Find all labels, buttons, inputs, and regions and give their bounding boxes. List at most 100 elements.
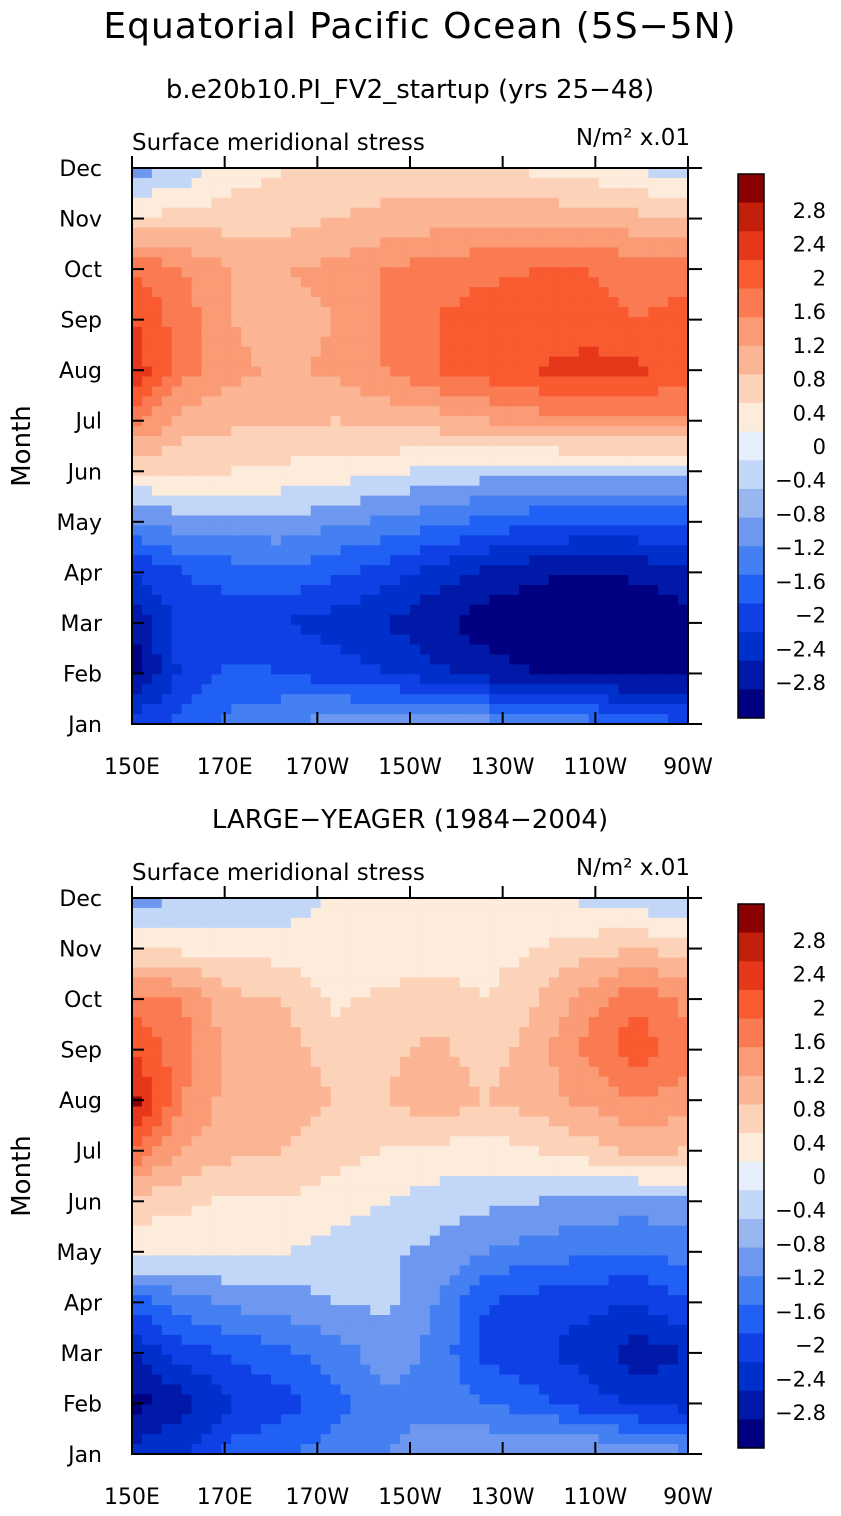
heatmap-cell (192, 367, 203, 378)
heatmap-cell (132, 595, 143, 606)
heatmap-cell (301, 525, 312, 536)
heatmap-cell (301, 337, 312, 348)
heatmap-cell (172, 466, 183, 477)
heatmap-cell (321, 1116, 332, 1127)
heatmap-cell (499, 615, 510, 626)
heatmap-cell (579, 406, 590, 417)
heatmap-cell (311, 585, 322, 596)
heatmap-cell (291, 476, 302, 487)
heatmap-cell (648, 198, 659, 209)
heatmap-cell (638, 307, 649, 318)
heatmap-cell (360, 1196, 371, 1207)
heatmap-cell (301, 635, 312, 646)
heatmap-cell (559, 987, 570, 998)
heatmap-cell (599, 1136, 610, 1147)
heatmap-cell (668, 297, 679, 308)
heatmap-cell (162, 377, 173, 388)
heatmap-cell (182, 357, 193, 368)
heatmap-cell (509, 218, 520, 229)
heatmap-cell (350, 1116, 361, 1127)
heatmap-cell (301, 1027, 312, 1038)
heatmap-cell (430, 694, 441, 705)
heatmap-cell (480, 446, 491, 457)
heatmap-cell (529, 1087, 540, 1098)
colorbar-label: 2 (813, 266, 826, 290)
heatmap-cell (221, 1176, 232, 1187)
heatmap-cell (291, 277, 302, 288)
heatmap-cell (529, 377, 540, 388)
heatmap-cell (331, 565, 342, 576)
heatmap-cell (172, 1057, 183, 1068)
heatmap-cell (480, 416, 491, 427)
heatmap-cell (539, 1186, 550, 1197)
heatmap-cell (609, 218, 620, 229)
heatmap-cell (211, 416, 222, 427)
heatmap-cell (182, 506, 193, 517)
heatmap-cell (370, 198, 381, 209)
heatmap-cell (251, 625, 262, 636)
heatmap-cell (380, 545, 391, 556)
heatmap-cell (321, 426, 332, 437)
heatmap-cell (331, 704, 342, 715)
heatmap-cell (152, 625, 163, 636)
heatmap-cell (579, 1196, 590, 1207)
heatmap-cell (301, 1067, 312, 1078)
heatmap-cell (628, 645, 639, 656)
heatmap-cell (410, 208, 421, 219)
heatmap-cell (549, 426, 560, 437)
heatmap-cell (202, 188, 213, 199)
heatmap-cell (509, 228, 520, 239)
heatmap-cell (370, 446, 381, 457)
heatmap-cell (261, 635, 272, 646)
heatmap-cell (311, 257, 322, 268)
heatmap-cell (440, 178, 451, 189)
heatmap-cell (271, 168, 282, 179)
heatmap-cell (480, 987, 491, 998)
heatmap-cell (331, 525, 342, 536)
heatmap-cell (152, 704, 163, 715)
heatmap-cell (569, 436, 580, 447)
heatmap-cell (241, 307, 252, 318)
heatmap-cell (311, 1196, 322, 1207)
heatmap-cell (519, 977, 530, 988)
heatmap-cell (271, 1037, 282, 1048)
heatmap-cell (231, 928, 242, 939)
heatmap-cell (628, 238, 639, 249)
heatmap-cell (430, 1067, 441, 1078)
heatmap-cell (291, 188, 302, 199)
heatmap-cell (301, 694, 312, 705)
heatmap-cell (301, 1146, 312, 1157)
heatmap-cell (202, 327, 213, 338)
heatmap-cell (569, 1067, 580, 1078)
heatmap-cell (529, 257, 540, 268)
heatmap-cell (529, 535, 540, 546)
heatmap-cell (668, 977, 679, 988)
variable-label: Surface meridional stress (132, 130, 425, 156)
heatmap-cell (380, 496, 391, 507)
heatmap-cell (261, 496, 272, 507)
colorbar-label: 0 (813, 435, 826, 459)
heatmap-cell (628, 486, 639, 497)
heatmap-cell (509, 317, 520, 328)
heatmap-cell (658, 277, 669, 288)
heatmap-cell (132, 317, 143, 328)
heatmap-cell (321, 605, 332, 616)
heatmap-cell (450, 987, 461, 998)
heatmap-cell (529, 585, 540, 596)
heatmap-cell (569, 575, 580, 586)
heatmap-cell (549, 267, 560, 278)
heatmap-cell (202, 555, 213, 566)
heatmap-cell (390, 188, 401, 199)
heatmap-cell (182, 377, 193, 388)
heatmap-cell (519, 968, 530, 979)
heatmap-cell (559, 1057, 570, 1068)
heatmap-cell (460, 645, 471, 656)
heatmap-cell (619, 307, 630, 318)
heatmap-cell (380, 377, 391, 388)
heatmap-cell (172, 1027, 183, 1038)
heatmap-cell (192, 238, 203, 249)
heatmap-cell (211, 188, 222, 199)
heatmap-cell (152, 218, 163, 229)
heatmap-cell (499, 337, 510, 348)
heatmap-cell (648, 386, 659, 397)
